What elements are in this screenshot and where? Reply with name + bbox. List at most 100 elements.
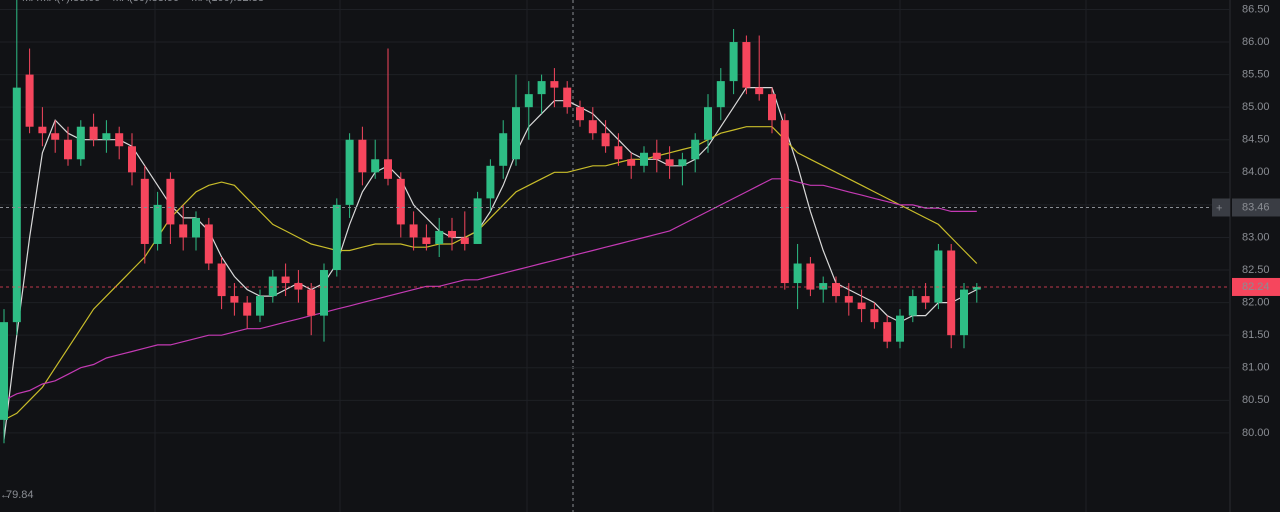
candle-body	[780, 120, 789, 284]
candle-body	[243, 302, 252, 316]
crosshair-price-label: 83.46	[1242, 201, 1270, 213]
last-price-box	[1232, 277, 1280, 296]
candle-body	[678, 159, 687, 166]
candle-body	[371, 159, 380, 173]
crosshair-plus-box	[1212, 198, 1230, 217]
candle-body	[716, 81, 725, 108]
candle-body	[230, 296, 239, 303]
candle-body	[166, 178, 175, 225]
y-tick-label: 85.50	[1242, 69, 1270, 81]
candle-body	[422, 237, 431, 244]
y-tick-label: 81.50	[1242, 329, 1270, 341]
candle-body	[51, 133, 60, 140]
candle-body	[204, 224, 213, 264]
candle-body	[972, 286, 981, 290]
ma-line	[3, 126, 978, 421]
y-tick-label: 80.50	[1242, 394, 1270, 406]
candle-body	[614, 146, 623, 160]
candle-body	[307, 289, 316, 316]
candle-body	[960, 289, 968, 336]
candle-body	[409, 224, 418, 238]
candle-body	[883, 322, 892, 342]
candle-body	[0, 322, 8, 420]
candle-body	[179, 224, 188, 238]
candle-body	[294, 283, 303, 290]
candle-body	[76, 126, 85, 160]
candles	[0, 0, 981, 444]
legend-entry: MA(100):82.38	[191, 0, 264, 4]
y-tick-label: 82.50	[1242, 264, 1270, 276]
candle-body	[435, 230, 444, 244]
candle-body	[934, 250, 943, 303]
y-tick-label: 80.00	[1242, 427, 1270, 439]
candle-body	[640, 152, 648, 166]
candle-body	[345, 139, 354, 205]
candle-body	[844, 296, 853, 303]
candle-body	[793, 263, 802, 284]
y-tick-label: 86.00	[1242, 36, 1270, 48]
low-label: 79.84	[6, 489, 34, 501]
candle-body	[870, 309, 879, 323]
candle-body	[588, 120, 597, 134]
candle-body	[704, 107, 712, 140]
candle-body	[896, 315, 904, 342]
y-tick-label: 85.00	[1242, 101, 1270, 113]
candle-body	[576, 107, 584, 121]
candle-body	[25, 74, 34, 127]
legend-entry: MA(30):83.90	[113, 0, 180, 4]
candle-body	[524, 94, 533, 108]
y-tick-label: 81.00	[1242, 362, 1270, 374]
candle-body	[627, 159, 636, 166]
legend-entry: MA(7):83.09	[40, 0, 101, 4]
candle-body	[140, 178, 149, 244]
vertical-grid	[154, 0, 1087, 512]
candle-body	[742, 42, 751, 88]
candle-body	[537, 81, 546, 95]
candle-body	[550, 81, 559, 88]
candle-body	[499, 133, 508, 166]
candle-body	[384, 159, 392, 179]
y-tick-label: 84.50	[1242, 134, 1270, 146]
candle-body	[115, 133, 124, 147]
candle-body	[665, 159, 674, 166]
candle-body	[128, 146, 136, 173]
candle-body	[806, 263, 815, 290]
candle-body	[857, 302, 866, 310]
y-tick-label: 86.50	[1242, 3, 1270, 15]
legend-prefix: MA	[22, 0, 39, 4]
candle-body	[729, 42, 738, 82]
ma-line	[3, 178, 977, 401]
candle-body	[268, 276, 277, 297]
candle-body	[947, 250, 956, 336]
low-arrow: ←	[0, 489, 11, 501]
last-price-label: 82.24	[1242, 281, 1270, 293]
candle-body	[89, 126, 98, 140]
crosshair-plus: +	[1216, 202, 1222, 214]
y-tick-label: 83.00	[1242, 231, 1270, 243]
y-tick-label: 84.00	[1242, 166, 1270, 178]
legend: MA MA(7):83.09 MA(30):83.90 MA(100):82.38	[22, 0, 264, 4]
candle-body	[332, 204, 341, 271]
candle-body	[12, 87, 21, 323]
candle-body	[153, 204, 162, 244]
y-tick-label: 82.00	[1242, 297, 1270, 309]
candle-body	[102, 133, 111, 140]
candle-body	[320, 270, 328, 316]
candle-body	[358, 139, 367, 173]
candle-body	[486, 165, 495, 199]
candle-body	[64, 139, 72, 160]
candle-body	[217, 263, 226, 297]
candle-body	[601, 133, 610, 147]
candle-body	[38, 126, 47, 134]
candle-body	[281, 276, 290, 284]
candle-body	[460, 237, 469, 244]
candle-body	[192, 217, 200, 238]
candle-body	[921, 296, 930, 303]
candle-body	[768, 94, 776, 121]
candle-body	[652, 152, 661, 160]
candle-body	[473, 198, 482, 244]
candle-body	[755, 87, 764, 95]
